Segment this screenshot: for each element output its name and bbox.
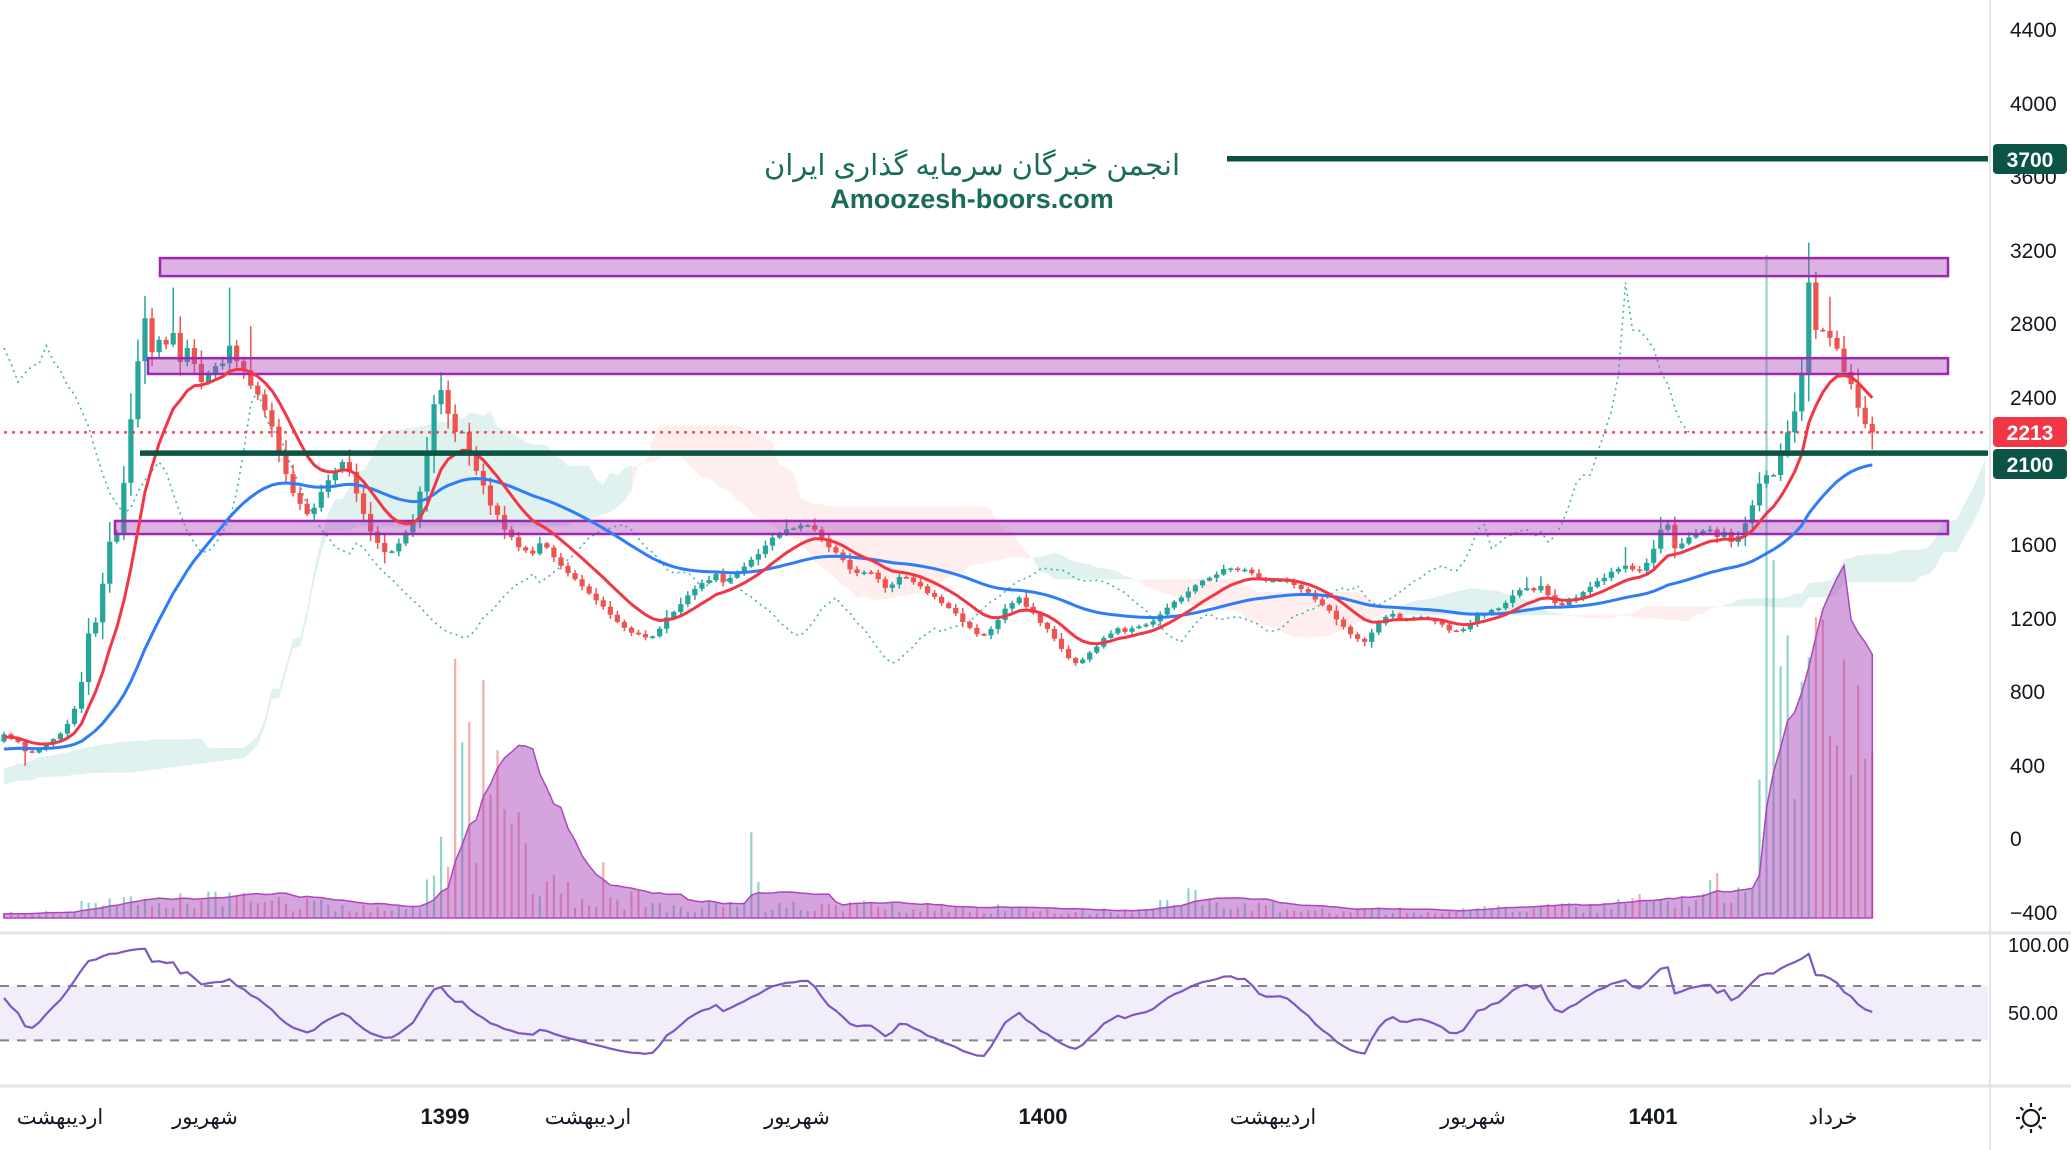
price-tick-label: 1200 (2010, 608, 2057, 631)
time-month-label: شهریور (171, 1106, 238, 1130)
rsi-tick-label: 50.00 (2008, 1003, 2058, 1025)
time-year-label: 1400 (1019, 1104, 1068, 1129)
price-badge-3700 (1993, 144, 2067, 174)
price-tick-label: 1600 (2010, 534, 2057, 557)
zone-rectangle[interactable] (113, 519, 1950, 536)
moving-average-lines (3, 367, 1874, 751)
price-tick-label: 4000 (2010, 93, 2057, 116)
time-year-label: 1401 (1629, 1104, 1678, 1129)
volume-ma-area (3, 563, 1874, 919)
zone-rectangle[interactable] (158, 256, 1950, 278)
price-tick-label: 2400 (2010, 387, 2057, 410)
price-tick-label: 3200 (2010, 240, 2057, 263)
time-month-label: اردیبهشت (17, 1106, 104, 1130)
watermark-line1: انجمن خبرگان سرمایه گذاری ایران (764, 149, 1180, 183)
supply-demand-zones[interactable] (113, 256, 1950, 536)
price-badge-2213 (1993, 417, 2067, 447)
ichimoku-cloud (4, 411, 1986, 785)
watermark-line2: Amoozesh-boors.com (830, 184, 1114, 214)
price-badge-label: 3700 (2007, 149, 2054, 172)
rsi-line (3, 947, 1873, 1057)
chikou-span-line (3, 282, 1690, 665)
time-month-label: خرداد (1808, 1106, 1857, 1130)
candles (1, 242, 1875, 766)
horizontal-level-lines[interactable] (140, 155, 2071, 456)
watermark: انجمن خبرگان سرمایه گذاری ایران Amoozesh… (764, 149, 1180, 214)
price-badge-label: 2100 (2007, 454, 2054, 477)
rsi-band (0, 985, 1988, 1042)
rsi-tick-label: 100.00 (2008, 935, 2069, 957)
rsi-pane[interactable] (0, 947, 1988, 1057)
volume-bars (2, 255, 1874, 918)
zone-rectangle[interactable] (146, 356, 1950, 376)
time-month-label: اردیبهشت (545, 1106, 632, 1130)
price-tick-label: 0 (2010, 828, 2022, 851)
time-month-label: شهریور (1439, 1106, 1506, 1130)
price-badge-label: 2213 (2007, 422, 2054, 445)
price-tick-label: 400 (2010, 755, 2045, 778)
settings-sun-icon[interactable] (2016, 1103, 2046, 1133)
time-month-label: اردیبهشت (1230, 1106, 1317, 1130)
time-scale[interactable]: اردیبهشت شهریور 1399 اردیبهشت شهریور 1400 اردی… (17, 1104, 1858, 1130)
price-scale[interactable]: 440040003600320028002400160012008004000−… (1993, 19, 2069, 1025)
time-year-label: 1399 (421, 1104, 470, 1129)
time-month-label: شهریور (763, 1106, 830, 1130)
price-pane[interactable] (1, 155, 2071, 919)
price-tick-label: −400 (2010, 902, 2057, 925)
price-tick-label: 2800 (2010, 313, 2057, 336)
price-badge-2100 (1993, 449, 2067, 479)
price-tick-label: 4400 (2010, 19, 2057, 42)
price-tick-label: 800 (2010, 681, 2045, 704)
